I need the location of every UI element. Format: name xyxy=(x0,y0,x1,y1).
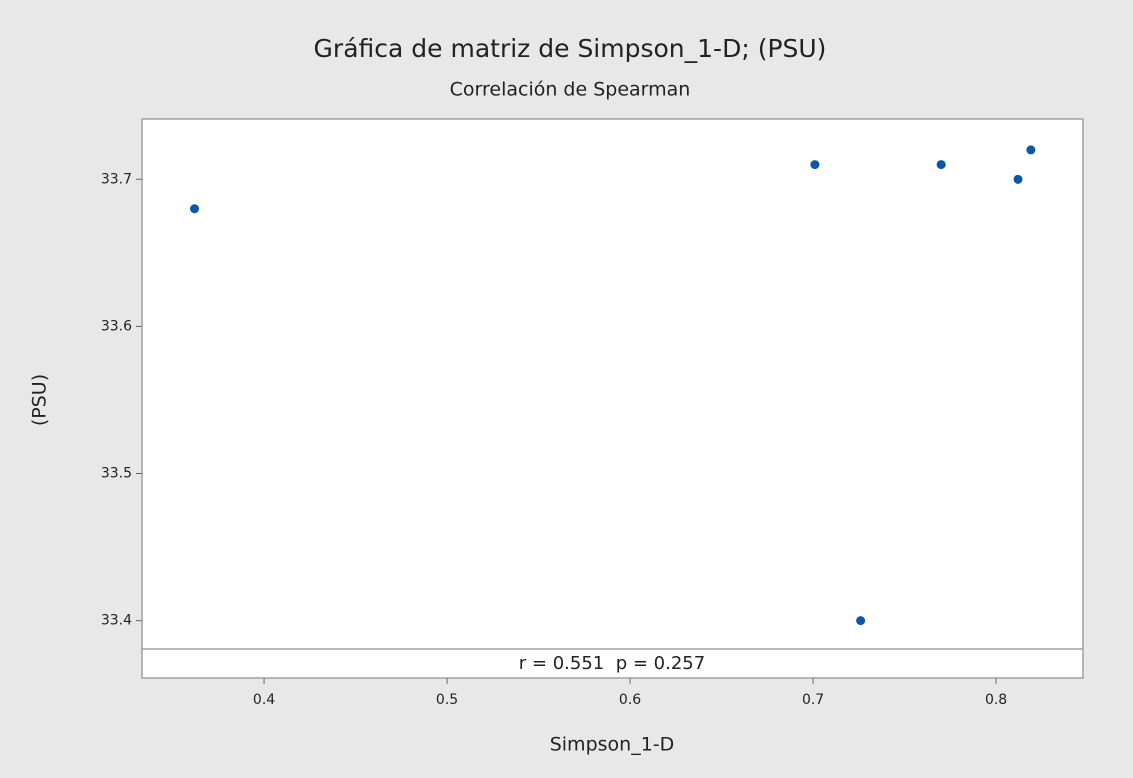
y-tick-label: 33.7 xyxy=(101,171,132,187)
y-tick-label: 33.6 xyxy=(101,318,132,334)
x-tick-label: 0.4 xyxy=(253,692,275,708)
point xyxy=(190,204,200,214)
point xyxy=(1026,145,1036,155)
plot-area xyxy=(141,118,1084,679)
x-tick-label: 0.6 xyxy=(619,692,641,708)
y-tick-label: 33.5 xyxy=(101,466,132,482)
point xyxy=(810,160,820,170)
y-tick-label: 33.4 xyxy=(101,613,132,629)
point xyxy=(856,616,866,626)
annotation: r = 0.551 p = 0.257 xyxy=(519,653,705,674)
y-axis-label: (PSU) xyxy=(29,374,51,426)
x-tick-label: 0.7 xyxy=(802,692,824,708)
x-tick-label: 0.8 xyxy=(985,692,1007,708)
point xyxy=(1013,174,1023,184)
chart-subtitle: Correlación de Spearman xyxy=(450,79,691,101)
point xyxy=(936,160,946,170)
chart-title: Gráfica de matriz de Simpson_1-D; (PSU) xyxy=(314,34,827,63)
x-axis-label: Simpson_1-D xyxy=(550,734,675,756)
x-tick-label: 0.5 xyxy=(436,692,458,708)
